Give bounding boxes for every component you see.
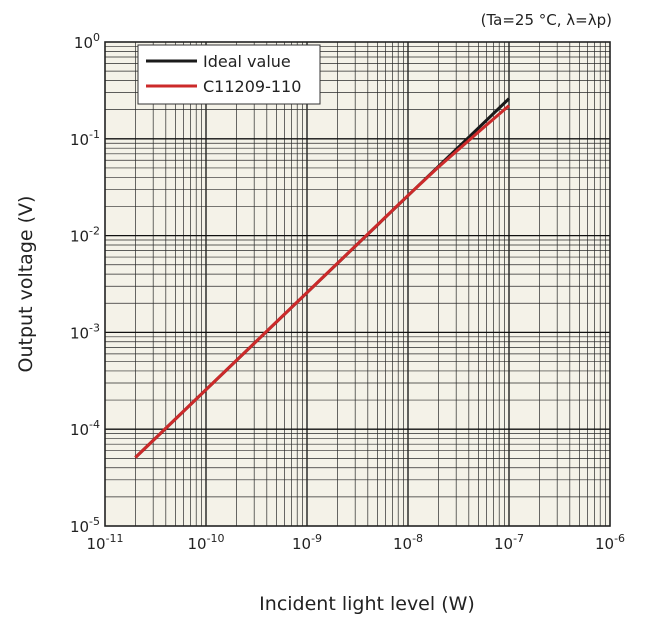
y-axis-title: Output voltage (V) bbox=[15, 196, 37, 373]
y-tick-labels: 100 10-1 10-2 10-3 10-4 10-5 bbox=[70, 31, 100, 536]
series-layer bbox=[134, 97, 511, 459]
y-tick-label: 10-1 bbox=[70, 128, 100, 149]
x-tick-label: 10-11 bbox=[86, 532, 123, 553]
y-tick-label: 10-5 bbox=[70, 515, 100, 536]
x-tick-label: 10-8 bbox=[393, 532, 423, 553]
y-tick-label: 10-2 bbox=[70, 225, 100, 246]
legend-label-c11209-110: C11209-110 bbox=[203, 77, 301, 96]
y-tick-label: 10-4 bbox=[70, 418, 100, 439]
plot-background bbox=[105, 42, 610, 526]
x-tick-label: 10-7 bbox=[494, 532, 524, 553]
series-line-c11209-110 bbox=[134, 104, 510, 459]
grid bbox=[105, 42, 610, 526]
legend-box bbox=[137, 44, 321, 105]
x-axis-title: Incident light level (W) bbox=[259, 593, 475, 615]
plot-frame bbox=[104, 41, 611, 527]
legend: Ideal value C11209-110 bbox=[137, 44, 321, 105]
y-tick-label: 10-3 bbox=[70, 321, 100, 342]
x-tick-labels: 10-11 10-10 10-9 10-8 10-7 10-6 bbox=[86, 532, 625, 553]
x-tick-label: 10-10 bbox=[187, 532, 224, 553]
legend-label-ideal-value: Ideal value bbox=[203, 52, 291, 71]
x-tick-label: 10-9 bbox=[292, 532, 322, 553]
conditions-label: (Ta=25 °C, λ=λp) bbox=[481, 11, 612, 29]
x-tick-label: 10-6 bbox=[595, 532, 625, 553]
y-tick-label: 100 bbox=[74, 31, 100, 52]
